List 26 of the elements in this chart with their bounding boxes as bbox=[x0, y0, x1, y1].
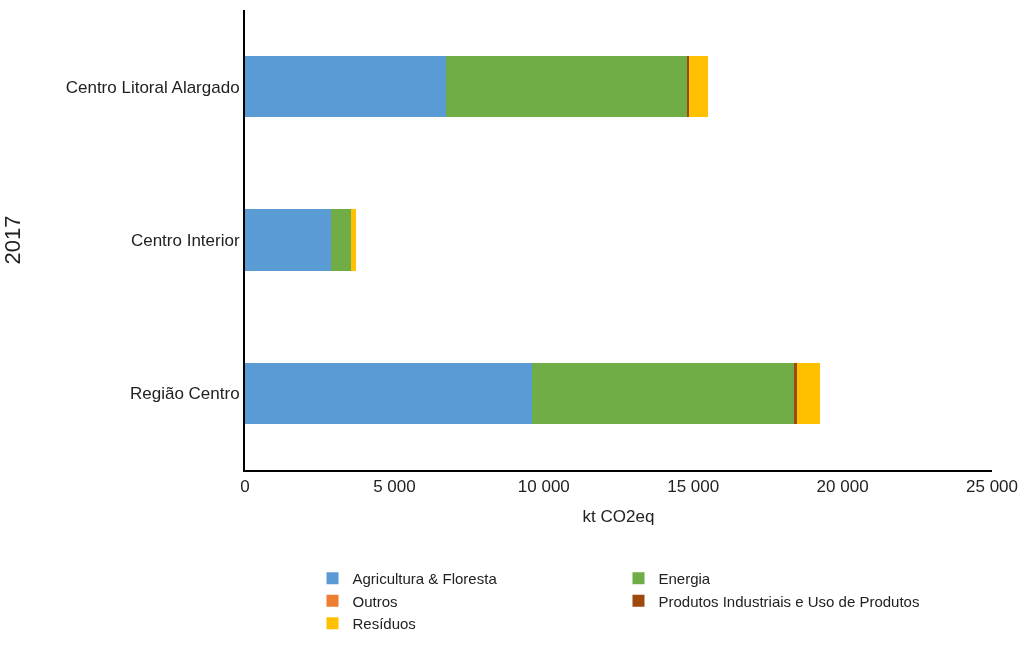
bar bbox=[532, 362, 795, 424]
x-axis-title: kt CO2eq bbox=[582, 507, 655, 527]
bar bbox=[351, 209, 356, 271]
bar bbox=[245, 209, 332, 271]
x-tick-label: 5 000 bbox=[373, 477, 416, 497]
bar bbox=[794, 362, 797, 424]
bar bbox=[245, 362, 533, 424]
y-tick-label: Centro Litoral Alargado bbox=[65, 77, 240, 97]
x-tick-label: 20 000 bbox=[816, 477, 869, 497]
legend-label: Produtos Industriais e Uso de Produtos bbox=[658, 592, 920, 610]
x-tick-label: 10 000 bbox=[517, 477, 570, 497]
y-axis-title: 2017 bbox=[0, 215, 25, 265]
y-tick-label: Região Centro bbox=[129, 384, 240, 404]
legend-label: Outros bbox=[352, 592, 398, 610]
legend-label: Agricultura & Floresta bbox=[352, 570, 498, 588]
bar bbox=[689, 56, 709, 118]
x-tick-label: 15 000 bbox=[667, 477, 720, 497]
bar bbox=[796, 362, 820, 424]
legend-label: Resíduos bbox=[352, 615, 416, 633]
bar bbox=[445, 56, 687, 118]
x-tick-label: 0 bbox=[240, 477, 250, 497]
legend-label: Energia bbox=[658, 570, 711, 588]
y-tick-label: Centro Interior bbox=[130, 230, 240, 250]
x-tick-label: 25 000 bbox=[966, 477, 1018, 497]
bar bbox=[245, 56, 446, 118]
bar bbox=[331, 209, 352, 271]
